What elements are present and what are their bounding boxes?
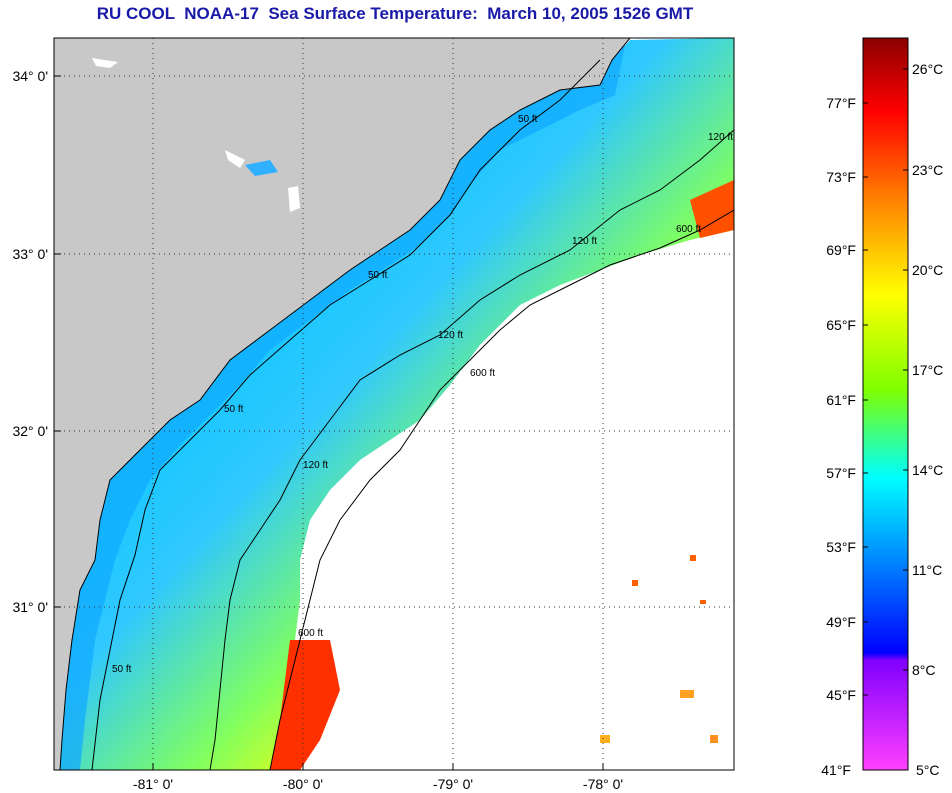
isobath-label: 600 ft (676, 224, 701, 235)
isobath-label: 120 ft (438, 330, 463, 341)
isobath-600ft (269, 209, 734, 770)
lake (288, 186, 300, 212)
lon-label: -79° 0' (433, 776, 473, 792)
warm-patch-north (690, 180, 734, 238)
land (54, 38, 630, 600)
warm-patch-south (270, 640, 340, 770)
lon-label: -80° 0' (283, 776, 323, 792)
colorbar-c-label: 20°C (912, 262, 943, 278)
axis-ticks (54, 75, 604, 770)
colorbar-f-label: 69°F (826, 242, 856, 258)
colorbar-c-label: 5°C (916, 762, 940, 778)
colorbar-f-label: 57°F (826, 465, 856, 481)
colorbar-c-label: 8°C (912, 662, 936, 678)
isobath-label: 120 ft (303, 460, 328, 471)
lake (225, 150, 245, 168)
colorbar-c-label: 17°C (912, 362, 943, 378)
warm-pixel (700, 600, 706, 604)
colorbar-f-label: 53°F (826, 539, 856, 555)
warm-pixel (710, 735, 718, 743)
isobath-50ft (91, 59, 601, 770)
lat-label: 31° 0' (12, 599, 48, 615)
sst-field (54, 38, 734, 770)
colorbar-c-label: 23°C (912, 162, 943, 178)
isobath-label: 120 ft (572, 236, 597, 247)
isobath-label: 120 ft (708, 132, 733, 143)
map-frame (53, 37, 735, 771)
colorbar (862, 37, 909, 771)
lon-label: -81° 0' (133, 776, 173, 792)
isobath-label: 50 ft (224, 404, 244, 415)
colorbar-f-label: 45°F (826, 687, 856, 703)
lat-label: 34° 0' (12, 68, 48, 84)
lat-label: 33° 0' (12, 246, 48, 262)
colorbar-f-label: 77°F (826, 95, 856, 111)
isobath-label: 600 ft (298, 628, 323, 639)
lake (245, 160, 278, 176)
isobath-label: 50 ft (112, 664, 132, 675)
warm-pixel (632, 580, 638, 586)
lat-label: 32° 0' (12, 423, 48, 439)
isobath-label: 50 ft (518, 114, 538, 125)
colorbar-c-label: 11°C (912, 562, 942, 578)
colorbar-c-label: 14°C (912, 462, 943, 478)
colorbar-f-label: 49°F (826, 614, 856, 630)
warm-pixel (690, 555, 696, 561)
colorbar-f-label: 61°F (826, 392, 856, 408)
colorbar-c-label: 26°C (912, 61, 943, 77)
lon-label: -78° 0' (583, 776, 623, 792)
map-title: RU COOL NOAA-17 Sea Surface Temperature:… (96, 4, 694, 23)
colorbar-f-label: 41°F (821, 762, 851, 778)
map-area: 50 ft 50 ft 50 ft 50 ft 120 ft 120 ft 12… (54, 38, 734, 770)
colorbar-f-label: 73°F (826, 169, 856, 185)
warm-pixel (680, 690, 694, 698)
colorbar-f-label: 65°F (826, 317, 856, 333)
isobath-label: 600 ft (470, 368, 495, 379)
colorbar-ticks (863, 68, 908, 696)
isobath-120ft (209, 129, 734, 770)
isobath-label: 50 ft (368, 270, 388, 281)
warm-pixel (600, 735, 610, 743)
graticule (54, 38, 734, 770)
lake (92, 58, 118, 68)
coastline (59, 38, 631, 770)
